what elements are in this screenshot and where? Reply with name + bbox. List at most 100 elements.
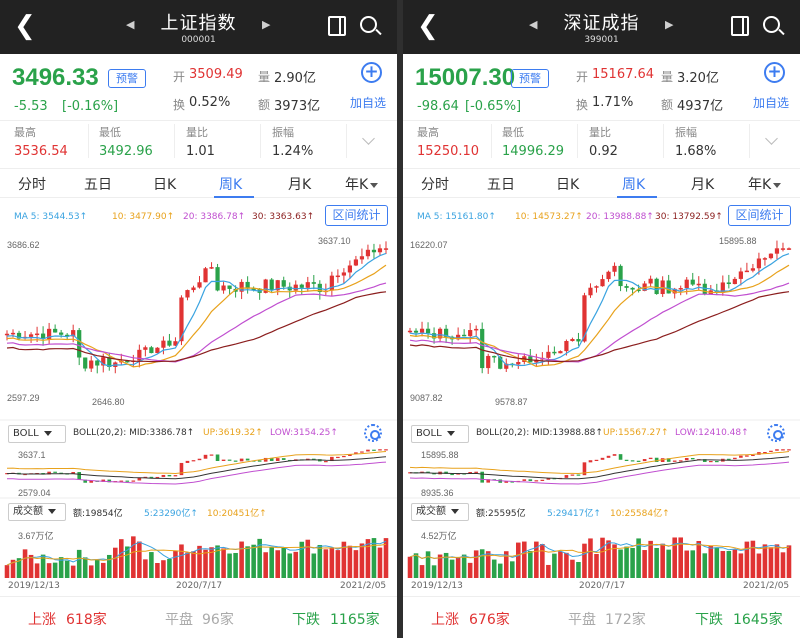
open-value: 3509.49 [189,67,243,82]
candle-body [353,259,359,266]
boll-selector[interactable]: BOLL [8,425,66,443]
candle-body [431,333,437,339]
candle-body [570,339,575,342]
decliners-label: 下跌 [695,612,723,628]
volume-bar [28,554,34,578]
add-favorite-icon[interactable]: + [361,62,382,83]
tab-yearly-k[interactable]: 年K [345,174,379,194]
date-start: 2019/12/13 [411,581,463,591]
volume-bar [449,559,455,578]
volume-bar [534,541,539,578]
tab-daily-k[interactable]: 日K [153,177,177,193]
settings-gear-icon[interactable] [767,424,785,442]
volume-bar [485,551,491,578]
boll-candle [751,454,755,457]
volume-bar [672,537,677,578]
chevron-down-icon[interactable] [765,132,778,145]
unchanged-count: 172家 [605,612,646,628]
candle-body [299,284,304,288]
volume-bar [714,547,720,578]
tab-monthly-k[interactable]: 月K [288,177,312,193]
next-index-icon[interactable]: ▶ [665,18,674,31]
alert-button[interactable]: 预警 [108,69,146,88]
candle-body [552,351,557,354]
split-view-icon[interactable] [328,16,346,36]
candle-body [185,290,190,298]
volume-bar [606,540,611,578]
tab-weekly-k[interactable]: 周K [219,177,243,193]
volume-bar [774,544,780,578]
candle-body [636,289,641,292]
tab-five-day[interactable]: 五日 [487,177,515,193]
volume-bar [58,557,64,578]
candle-body [107,357,112,367]
kline-chart[interactable] [0,230,397,596]
candle-body [744,270,749,273]
tab-yearly-k[interactable]: 年K [748,174,782,194]
divider [491,124,492,158]
boll-candle [534,480,539,482]
boll-candle [336,456,340,459]
candle-body [780,248,786,250]
volume-bar [522,541,527,578]
tab-intraday[interactable]: 分时 [421,177,449,193]
tab-intraday[interactable]: 分时 [18,177,46,193]
boll-candle [360,451,364,453]
chevron-down-icon[interactable] [362,132,375,145]
interval-stats-button[interactable]: 区间统计 [325,205,388,226]
volume-bar [245,546,250,578]
volume-ma10-line [409,543,790,559]
index-panel-shenzhen: ❮ ◀ 深证成指 399001 ▶ 15007.30 预警 -98.64 [-0… [403,0,800,638]
back-icon[interactable]: ❮ [14,11,36,41]
boll-up-line [6,451,387,475]
volume-bar [419,565,425,578]
volume-selector[interactable]: 成交额 [411,503,469,521]
alert-button[interactable]: 预警 [511,69,549,88]
amplitude-label: 振幅 [675,126,697,139]
y-axis-bottom-label: 9087.82 [410,393,443,403]
boll-candle [642,459,647,462]
volume-bar [185,552,190,578]
prev-index-icon[interactable]: ◀ [126,18,135,31]
interval-stats-button[interactable]: 区间统计 [728,205,791,226]
split-view-icon[interactable] [731,16,749,36]
volume-bar [479,549,485,578]
tab-five-day[interactable]: 五日 [84,177,112,193]
search-icon[interactable] [763,16,780,33]
candle-body [4,333,10,336]
boll-candle [426,471,430,473]
tab-monthly-k[interactable]: 月K [691,177,715,193]
candle-body [10,332,16,335]
add-favorite-button[interactable]: 加自选 [350,96,387,110]
index-title: 上证指数 [160,13,237,34]
tab-weekly-k[interactable]: 周K [622,177,646,193]
boll-candle [618,454,623,460]
candle-body [77,330,82,358]
volume-bar [82,557,88,578]
back-icon[interactable]: ❮ [417,11,439,41]
candle-body [684,279,689,289]
volume-bar [323,549,329,578]
volume-selector[interactable]: 成交额 [8,503,66,521]
candle-body [137,349,142,361]
prev-index-icon[interactable]: ◀ [529,18,538,31]
volume-bar [251,544,256,578]
add-favorite-icon[interactable]: + [764,62,785,83]
candle-body [606,271,611,280]
boll-selector[interactable]: BOLL [411,425,469,443]
kline-chart[interactable] [403,230,800,596]
next-index-icon[interactable]: ▶ [262,18,271,31]
candle-body [191,287,196,291]
volume-ma5-line [6,540,387,566]
tab-daily-k[interactable]: 日K [556,177,580,193]
volume-bar [570,559,575,578]
ma30-line [6,291,387,363]
boll-mid-line [409,456,790,480]
tab-yearly-k-label: 年K [748,177,772,193]
add-favorite-button[interactable]: 加自选 [753,96,790,110]
candle-body [756,258,762,269]
settings-gear-icon[interactable] [364,424,382,442]
candle-body [293,284,298,291]
search-icon[interactable] [360,16,377,33]
candle-body [311,282,316,284]
